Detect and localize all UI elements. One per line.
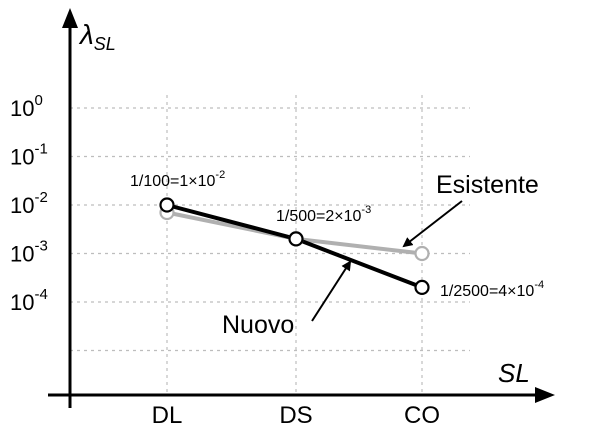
legend-arrow-esistente bbox=[402, 200, 463, 248]
data-point-esistente bbox=[414, 245, 430, 262]
data-point-nuovo bbox=[414, 279, 430, 296]
y-tick-label: 100 bbox=[10, 92, 43, 121]
x-axis-arrow bbox=[535, 387, 555, 403]
grid bbox=[70, 95, 470, 395]
y-tick-label: 10-2 bbox=[10, 189, 48, 218]
series bbox=[159, 197, 430, 296]
data-point-nuovo bbox=[159, 197, 175, 213]
x-tick-label: DL bbox=[152, 402, 183, 429]
x-tick-labels: DL DS CO bbox=[152, 402, 440, 429]
y-tick-label: 10-4 bbox=[10, 286, 48, 315]
annotations: 1/100=1×10-2 1/500=2×10-3 1/2500=4×10-4 bbox=[130, 169, 544, 300]
y-tick-labels: 100 10-1 10-2 10-3 10-4 bbox=[10, 92, 48, 315]
value-annotation: 1/2500=4×10-4 bbox=[440, 279, 544, 300]
x-tick-label: DS bbox=[279, 402, 312, 429]
legend-label-esistente: Esistente bbox=[436, 171, 539, 199]
legend: Esistente Nuovo bbox=[222, 171, 539, 339]
value-annotation: 1/500=2×10-3 bbox=[276, 204, 371, 225]
x-tick-label: CO bbox=[404, 402, 440, 429]
y-axis-arrow bbox=[62, 8, 78, 28]
y-tick-label: 10-1 bbox=[10, 141, 48, 170]
value-annotation: 1/100=1×10-2 bbox=[130, 169, 225, 190]
y-tick-label: 10-3 bbox=[10, 238, 48, 267]
x-axis-title: SL bbox=[498, 358, 530, 388]
y-axis-title: λSL bbox=[78, 19, 116, 54]
legend-arrow-nuovo bbox=[311, 260, 352, 322]
data-point-nuovo bbox=[288, 231, 304, 247]
legend-label-nuovo: Nuovo bbox=[222, 311, 294, 339]
